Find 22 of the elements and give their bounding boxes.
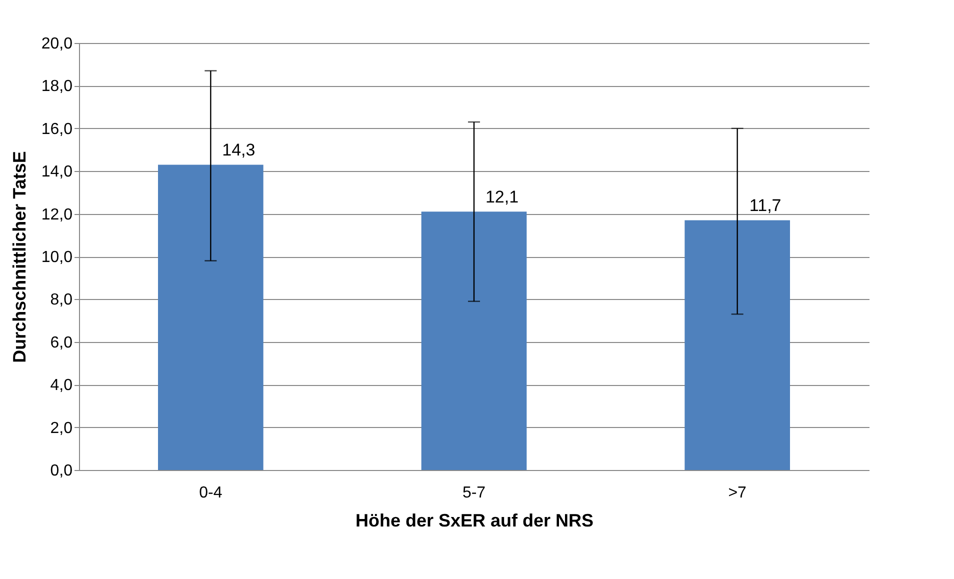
data-label: 11,7 (749, 196, 782, 216)
y-tick-label: 8,0 (50, 292, 73, 309)
bar (684, 220, 790, 470)
y-tick-label: 18,0 (41, 78, 73, 96)
x-tick-label: 0-4 (199, 484, 222, 502)
data-label: 12,1 (485, 188, 519, 207)
y-tick-label: 4,0 (50, 377, 73, 394)
x-tick-label: >7 (728, 484, 747, 502)
y-tick-label: 6,0 (50, 334, 73, 352)
y-tick-label: 12,0 (41, 206, 73, 224)
y-tick-label: 10,0 (41, 249, 73, 266)
y-tick-label: 0,0 (50, 462, 73, 480)
x-axis-title: Höhe der SxER auf der NRS (355, 510, 594, 530)
y-axis-title: Durchschnittlicher TatsE (9, 151, 30, 363)
y-tick-label: 16,0 (41, 120, 73, 138)
y-tick-label: 14,0 (41, 164, 73, 181)
x-tick-label: 5-7 (462, 484, 486, 502)
bar (158, 164, 264, 470)
bar (421, 212, 527, 470)
y-tick-label: 20,0 (41, 36, 73, 52)
y-tick-label: 2,0 (50, 420, 73, 437)
data-label: 14,3 (222, 140, 256, 160)
